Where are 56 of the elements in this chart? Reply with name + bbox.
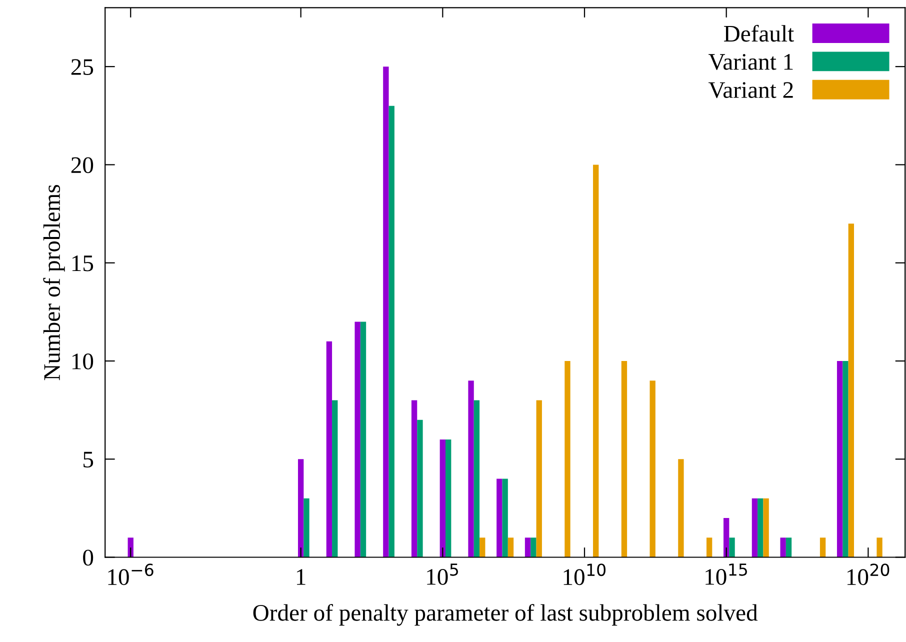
bar <box>411 400 418 558</box>
bar <box>298 459 304 558</box>
bar <box>836 360 843 558</box>
x-tick-label: 10$^{20}$ <box>847 564 890 586</box>
bar <box>474 400 480 558</box>
bar <box>446 439 452 558</box>
bar <box>848 224 854 558</box>
y-tick-label: 20 <box>71 157 94 174</box>
bar <box>763 498 769 558</box>
x-tick-label: 1 <box>297 569 306 585</box>
x-tick-label: 10$^{15}$ <box>706 564 747 585</box>
bar <box>650 380 656 558</box>
bar <box>780 538 786 558</box>
x-tick-label: 10$^{10}$ <box>564 564 606 586</box>
x-tick-label: 10$^{5}$ <box>427 564 458 585</box>
bar <box>502 478 508 558</box>
y-tick-label: 0 <box>83 550 94 566</box>
y-tick-label: 15 <box>72 255 94 272</box>
legend-label: Default <box>724 24 794 42</box>
bar <box>564 360 570 558</box>
bar <box>786 538 792 558</box>
bar <box>326 341 332 558</box>
bar <box>496 478 502 558</box>
bar <box>388 106 394 558</box>
bar <box>593 164 599 558</box>
bar <box>524 538 531 558</box>
bar <box>842 360 848 558</box>
x-axis-title: Order of penalty parameter of last subproblem solved <box>253 604 758 626</box>
bar <box>354 322 360 558</box>
bar <box>440 439 446 558</box>
bar <box>332 400 338 558</box>
bar <box>383 66 389 558</box>
y-tick-label: 5 <box>84 452 94 468</box>
bar <box>360 322 366 558</box>
bar <box>621 360 628 558</box>
y-axis-title: Number of problems <box>43 184 65 380</box>
bar <box>417 420 423 558</box>
bar <box>724 518 730 558</box>
y-tick-label: 25 <box>71 59 94 76</box>
y-tick-label: 10 <box>72 353 94 370</box>
bar <box>304 498 310 558</box>
bar <box>876 538 882 558</box>
bar <box>752 498 758 558</box>
legend-label: Variant 2 <box>708 82 793 98</box>
bar <box>678 459 684 558</box>
bar <box>480 538 486 558</box>
bar <box>530 538 536 558</box>
bar <box>820 538 826 558</box>
bar <box>508 538 514 558</box>
bar <box>758 498 764 558</box>
x-tick-label: 10$^{−6}$ <box>108 564 154 586</box>
bar <box>536 400 542 558</box>
bar <box>468 380 474 558</box>
legend-label: Variant 1 <box>708 54 793 70</box>
bar <box>729 538 735 558</box>
bar <box>706 538 712 558</box>
